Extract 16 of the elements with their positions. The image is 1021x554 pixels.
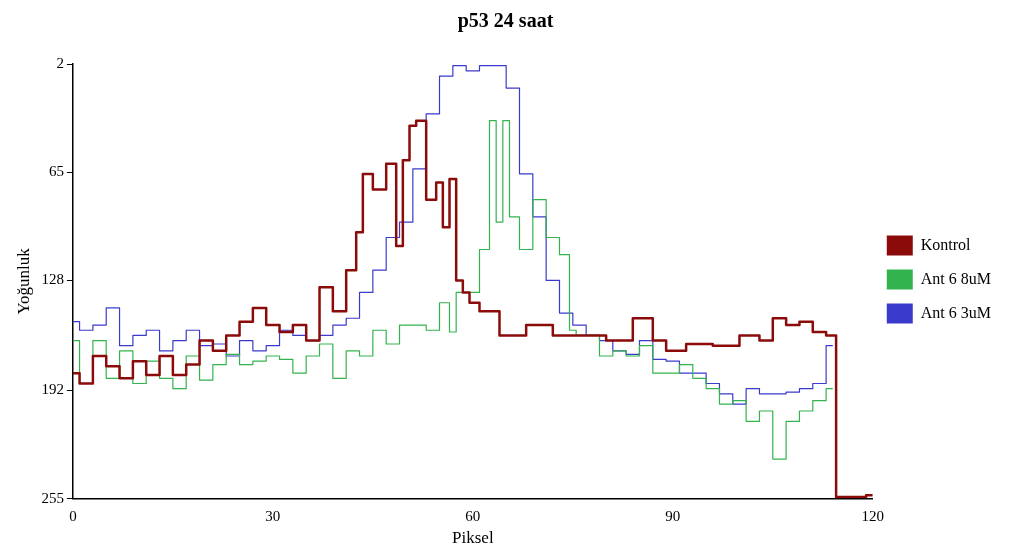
y-tick-label: 255 [41,489,64,506]
y-tick-label: 2 [56,54,64,71]
y-tick-label: 192 [41,381,64,398]
y-axis-title: Yoğunluk [13,247,33,315]
y-tick-label: 128 [41,271,64,288]
x-axis-title: Piksel [452,528,494,548]
x-tick-label: 0 [69,507,77,524]
x-tick-label: 60 [465,507,481,524]
legend-label: Ant 6 8uM [920,269,992,287]
chart-title: p53 24 saat [457,9,554,33]
y-tick-label: 65 [48,163,64,180]
legend-label: Ant 6 3uM [920,303,992,321]
x-tick-label: 120 [861,507,885,524]
x-tick-label: 30 [265,507,281,524]
x-tick-label: 90 [665,507,681,524]
legend-label: Kontrol [920,235,972,253]
